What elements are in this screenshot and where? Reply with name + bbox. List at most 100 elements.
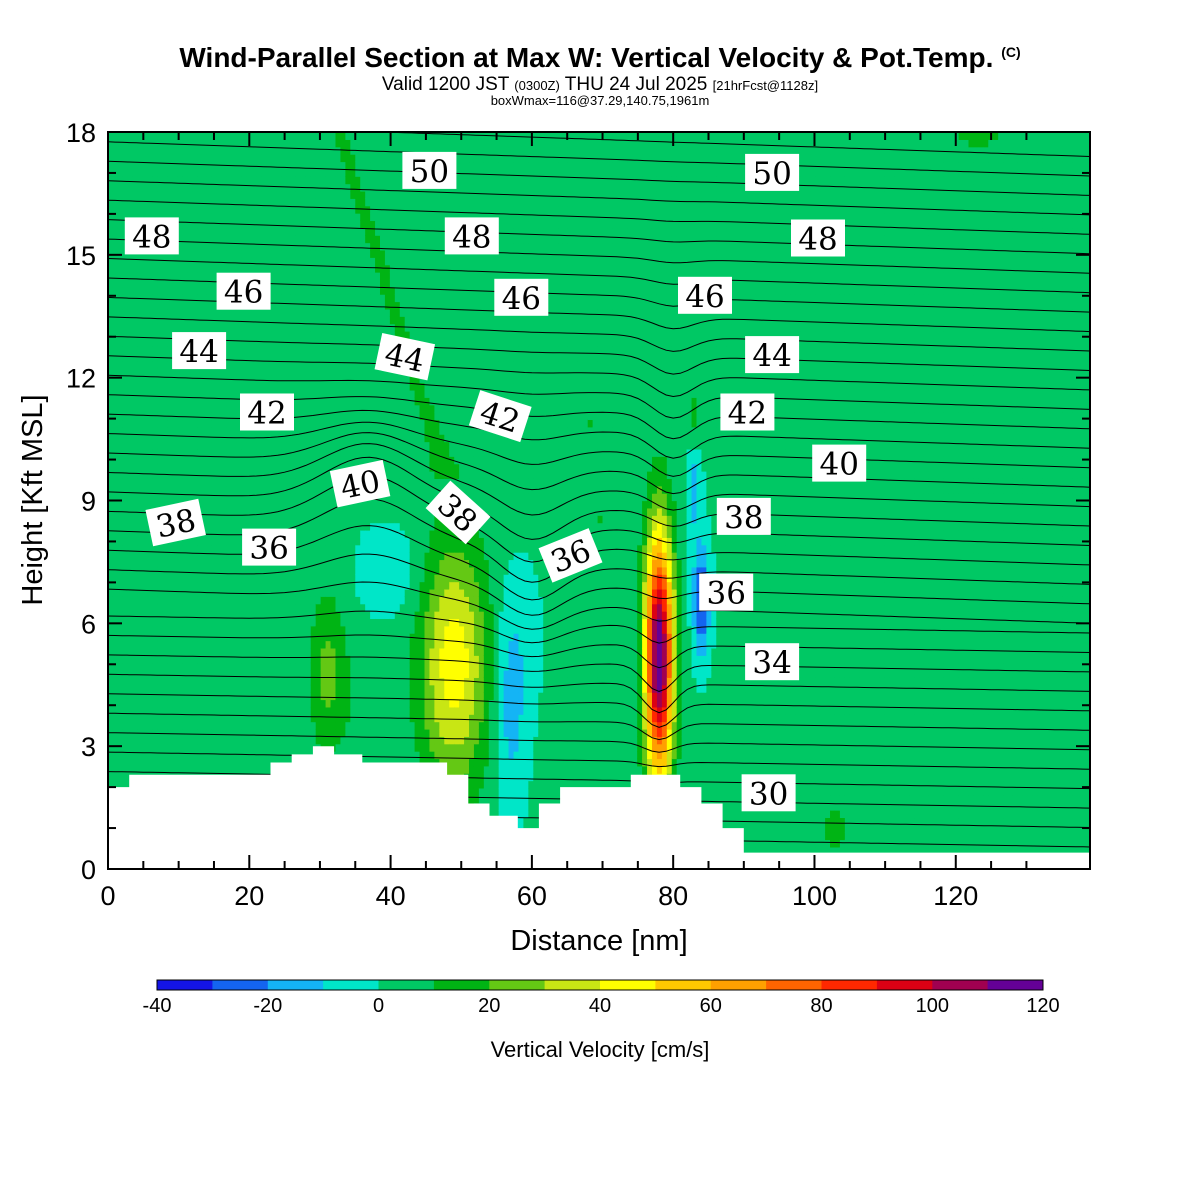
field-cell (222, 405, 228, 413)
field-cell (187, 294, 193, 302)
field-cell (167, 368, 173, 376)
field-cell (143, 471, 149, 479)
field-cell (222, 559, 228, 567)
field-cell (123, 449, 129, 457)
field-cell (162, 648, 168, 656)
field-cell (222, 744, 228, 752)
field-cell (148, 346, 154, 354)
field-cell (162, 596, 168, 604)
field-cell (128, 758, 134, 766)
field-cell (143, 478, 149, 486)
field-cell (123, 353, 129, 361)
field-cell (143, 191, 149, 199)
field-cell (118, 287, 124, 295)
field-cell (197, 427, 203, 435)
field-cell (167, 677, 173, 685)
field-cell (138, 390, 144, 398)
field-cell (118, 220, 124, 228)
field-cell (202, 626, 208, 634)
field-cell (182, 169, 188, 177)
field-cell (128, 309, 134, 317)
field-cell (187, 147, 193, 155)
field-cell (167, 685, 173, 693)
field-cell (197, 751, 203, 759)
field-cell (128, 434, 134, 442)
field-cell (197, 265, 203, 273)
field-cell (118, 758, 124, 766)
field-cell (123, 383, 129, 391)
field-cell (157, 545, 163, 553)
field-cell (167, 552, 173, 560)
field-cell (187, 412, 193, 420)
field-cell (157, 471, 163, 479)
field-cell (143, 736, 149, 744)
field-cell (153, 368, 159, 376)
field-cell (197, 442, 203, 450)
field-cell (222, 626, 228, 634)
field-cell (217, 751, 223, 759)
field-cell (157, 648, 163, 656)
field-cell (187, 427, 193, 435)
field-cell (172, 294, 178, 302)
field-cell (217, 154, 223, 162)
field-cell (113, 655, 119, 663)
field-cell (192, 169, 198, 177)
field-cell (187, 191, 193, 199)
field-cell (113, 692, 119, 700)
field-cell (148, 442, 154, 450)
field-cell (172, 677, 178, 685)
field-cell (172, 405, 178, 413)
field-cell (177, 604, 183, 612)
field-cell (192, 390, 198, 398)
field-cell (162, 633, 168, 641)
field-cell (138, 604, 144, 612)
field-cell (167, 626, 173, 634)
field-cell (118, 471, 124, 479)
field-cell (207, 618, 213, 626)
field-cell (182, 685, 188, 693)
field-cell (148, 501, 154, 509)
field-cell (212, 220, 218, 228)
field-cell (143, 309, 149, 317)
field-cell (192, 729, 198, 737)
field-cell (138, 176, 144, 184)
field-cell (128, 279, 134, 287)
field-cell (113, 353, 119, 361)
field-cell (207, 744, 213, 752)
field-cell (187, 419, 193, 427)
field-cell (123, 198, 129, 206)
field-cell (157, 346, 163, 354)
field-cell (118, 265, 124, 273)
field-cell (123, 574, 129, 582)
field-cell (138, 611, 144, 619)
field-cell (177, 287, 183, 295)
field-cell (177, 714, 183, 722)
field-cell (118, 766, 124, 774)
field-cell (217, 707, 223, 715)
field-cell (118, 176, 124, 184)
field-cell (202, 648, 208, 656)
field-cell (192, 685, 198, 693)
field-cell (118, 139, 124, 147)
field-cell (128, 206, 134, 214)
field-cell (172, 604, 178, 612)
field-cell (157, 302, 163, 310)
field-cell (182, 191, 188, 199)
field-cell (162, 589, 168, 597)
field-cell (187, 574, 193, 582)
field-cell (162, 655, 168, 663)
field-cell (118, 375, 124, 383)
field-cell (192, 574, 198, 582)
field-cell (177, 663, 183, 671)
field-cell (118, 243, 124, 251)
field-cell (167, 302, 173, 310)
field-cell (133, 537, 139, 545)
field-cell (217, 685, 223, 693)
field-cell (222, 530, 228, 538)
field-cell (162, 729, 168, 737)
field-cell (222, 736, 228, 744)
field-cell (118, 184, 124, 192)
field-cell (128, 744, 134, 752)
field-cell (167, 574, 173, 582)
field-cell (157, 338, 163, 346)
